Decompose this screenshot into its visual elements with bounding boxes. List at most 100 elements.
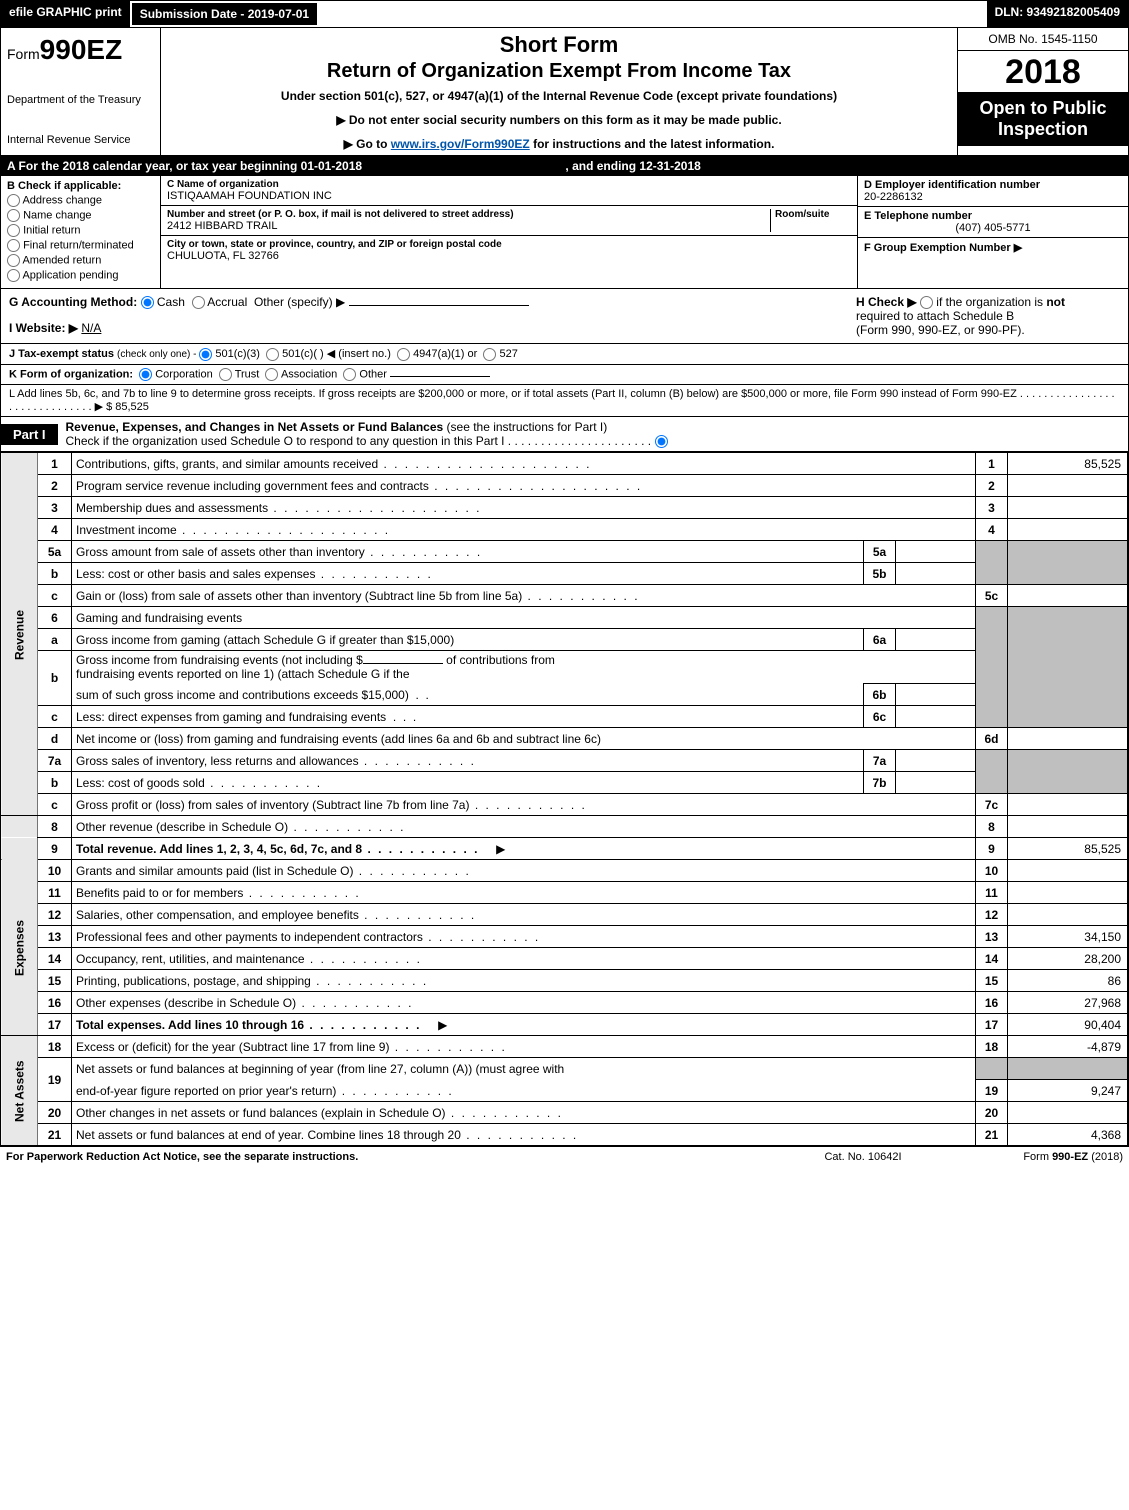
chk-address-change[interactable]: Address change: [7, 194, 154, 207]
ln-3-box: 3: [976, 497, 1008, 519]
part1-title: Revenue, Expenses, and Changes in Net As…: [66, 420, 444, 434]
part1-tag: Part I: [1, 424, 58, 445]
k-trust-radio[interactable]: [219, 368, 232, 381]
ln-6c-sb: 6c: [864, 706, 896, 728]
ln-2-num: 2: [38, 475, 72, 497]
ln-15-box: 15: [976, 970, 1008, 992]
part1-check-radio[interactable]: [655, 435, 668, 448]
open-inspection: Open to Public Inspection: [958, 92, 1128, 146]
chk-initial-return[interactable]: Initial return: [7, 224, 154, 237]
ln-21-text: Net assets or fund balances at end of ye…: [76, 1128, 578, 1142]
ln-7a-text: Gross sales of inventory, less returns a…: [76, 754, 476, 768]
ln-6c-num: c: [38, 706, 72, 728]
h-check-radio[interactable]: [920, 296, 933, 309]
ln-7a-num: 7a: [38, 750, 72, 772]
ln-6b-t1: Gross income from fundraising events (no…: [76, 653, 363, 667]
grey-7-amt: [1008, 750, 1128, 794]
g-cash-radio[interactable]: [141, 296, 154, 309]
dln: DLN: 93492182005409: [987, 1, 1128, 27]
ln-1-num: 1: [38, 453, 72, 475]
dept-treasury: Department of the Treasury: [7, 94, 154, 106]
ln-21-amt: 4,368: [1008, 1124, 1128, 1146]
line-k: K Form of organization: Corporation Trus…: [1, 365, 1128, 385]
c-addr-label: Number and street (or P. O. box, if mail…: [167, 209, 766, 220]
efile-print-button[interactable]: efile GRAPHIC print: [1, 1, 130, 27]
ln-12-desc: Salaries, other compensation, and employ…: [72, 904, 976, 926]
ln-13-num: 13: [38, 926, 72, 948]
grey-7: [976, 750, 1008, 794]
table-row: c Gross profit or (loss) from sales of i…: [1, 794, 1128, 816]
ln-1-desc: Contributions, gifts, grants, and simila…: [72, 453, 976, 475]
k-assoc: Association: [281, 368, 337, 380]
goto-link[interactable]: www.irs.gov/Form990EZ: [391, 137, 530, 151]
org-city-row: City or town, state or province, country…: [161, 236, 857, 265]
j-527-radio[interactable]: [483, 348, 496, 361]
table-row: 16 Other expenses (describe in Schedule …: [1, 992, 1128, 1014]
ln-17-desc: Total expenses. Add lines 10 through 16 …: [72, 1014, 976, 1036]
ln-7b-text: Less: cost of goods sold: [76, 776, 322, 790]
line-l: L Add lines 5b, 6c, and 7b to line 9 to …: [1, 385, 1128, 417]
ln-10-box: 10: [976, 860, 1008, 882]
h-pre-text: H Check ▶: [856, 295, 917, 309]
chk-amended[interactable]: Amended return: [7, 254, 154, 267]
ln-7b-num: b: [38, 772, 72, 794]
ln-10-desc: Grants and similar amounts paid (list in…: [72, 860, 976, 882]
ln-8-num: 8: [38, 816, 72, 838]
ln-2-desc: Program service revenue including govern…: [72, 475, 976, 497]
ln-6a-samt: [896, 629, 976, 651]
ln-19-text2: end-of-year figure reported on prior yea…: [76, 1084, 454, 1098]
table-row: end-of-year figure reported on prior yea…: [1, 1080, 1128, 1102]
k-other-radio[interactable]: [343, 368, 356, 381]
ln-6c-text: Less: direct expenses from gaming and fu…: [76, 710, 386, 724]
org-city: CHULUOTA, FL 32766: [167, 250, 851, 262]
j-4947-radio[interactable]: [397, 348, 410, 361]
ln-6d-box: 6d: [976, 728, 1008, 750]
ln-2-amt: [1008, 475, 1128, 497]
table-row: a Gross income from gaming (attach Sched…: [1, 629, 1128, 651]
table-row: 6 Gaming and fundraising events: [1, 607, 1128, 629]
table-row: 7a Gross sales of inventory, less return…: [1, 750, 1128, 772]
j-501c3-radio[interactable]: [199, 348, 212, 361]
ln-6a-num: a: [38, 629, 72, 651]
ln-9-box: 9: [976, 838, 1008, 860]
chk-app-pending[interactable]: Application pending: [7, 269, 154, 282]
table-row: 11 Benefits paid to or for members 11: [1, 882, 1128, 904]
ln-6c-samt: [896, 706, 976, 728]
j-501c-radio[interactable]: [266, 348, 279, 361]
form-number: Form990EZ: [7, 34, 154, 66]
table-row: 20 Other changes in net assets or fund b…: [1, 1102, 1128, 1124]
line-g: G Accounting Method: Cash Accrual Other …: [9, 295, 840, 309]
ln-1-amt: 85,525: [1008, 453, 1128, 475]
side-spacer: [1, 816, 38, 838]
h-not: not: [1046, 295, 1065, 309]
chk-name-change[interactable]: Name change: [7, 209, 154, 222]
k-assoc-radio[interactable]: [265, 368, 278, 381]
ln-14-box: 14: [976, 948, 1008, 970]
ln-6b-sb: 6b: [864, 684, 896, 706]
opt-address-change: Address change: [22, 194, 102, 206]
ln-5b-sb: 5b: [864, 563, 896, 585]
k-corp-radio[interactable]: [139, 368, 152, 381]
sidebar-revenue: Revenue: [1, 453, 38, 816]
c-name-label: C Name of organization: [167, 179, 851, 190]
ln-11-box: 11: [976, 882, 1008, 904]
section-b: B Check if applicable: Address change Na…: [1, 176, 161, 288]
g-accrual-radio[interactable]: [192, 296, 205, 309]
ln-8-text: Other revenue (describe in Schedule O): [76, 820, 405, 834]
ln-19-amt: 9,247: [1008, 1080, 1128, 1102]
org-name: ISTIQAAMAH FOUNDATION INC: [167, 190, 851, 202]
ln-6d-num: d: [38, 728, 72, 750]
header-left: Form990EZ Department of the Treasury Int…: [1, 28, 161, 155]
line-a: A For the 2018 calendar year, or tax yea…: [1, 156, 1128, 176]
opt-final-return: Final return/terminated: [23, 239, 134, 251]
k-other: Other: [359, 368, 387, 380]
sidebar-expenses: Expenses: [1, 860, 38, 1036]
ln-14-num: 14: [38, 948, 72, 970]
ln-7a-desc: Gross sales of inventory, less returns a…: [72, 750, 864, 772]
chk-final-return[interactable]: Final return/terminated: [7, 239, 154, 252]
ln-5b-text: Less: cost or other basis and sales expe…: [76, 567, 433, 581]
row-ghi: G Accounting Method: Cash Accrual Other …: [1, 289, 1128, 344]
ssn-note: ▶ Do not enter social security numbers o…: [169, 113, 949, 127]
ln-20-amt: [1008, 1102, 1128, 1124]
table-row: b Less: cost of goods sold 7b: [1, 772, 1128, 794]
